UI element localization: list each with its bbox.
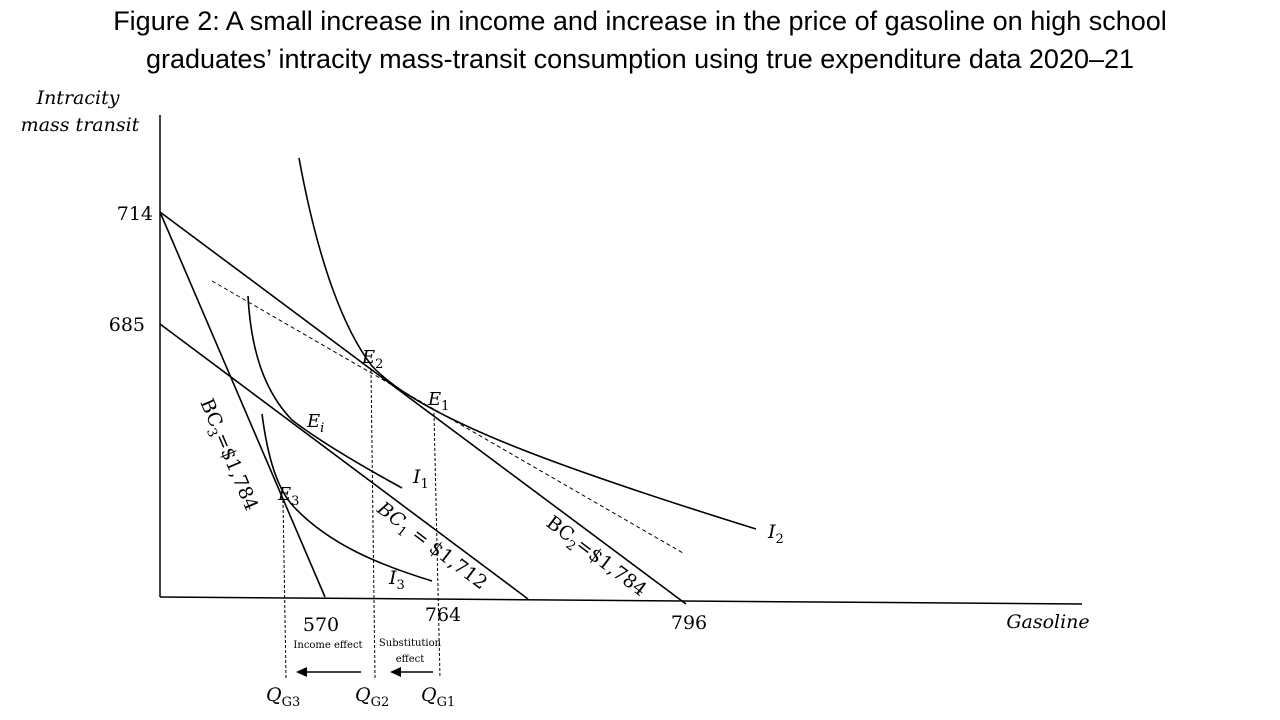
x-tick-764: 764 (425, 604, 461, 626)
quantity-qg1-label: QG1 (421, 684, 455, 710)
budget-line-bc2 (159, 211, 687, 605)
budget-bc3-label: BC3=$1,784 (192, 395, 263, 515)
drop-line-qg2 (370, 369, 376, 679)
income-effect-arrowhead (296, 667, 307, 677)
title-line-1: Figure 2: A small increase in income and… (113, 6, 1167, 36)
indifference-i3-label: I3 (388, 567, 405, 593)
x-tick-796: 796 (671, 612, 707, 634)
indifference-i1-label: I1 (412, 466, 429, 492)
substitution-effect-arrowhead (390, 667, 401, 677)
title-line-2: graduates’ intracity mass-transit consum… (145, 44, 1135, 74)
y-axis-label-line-1: Intracity (36, 87, 120, 109)
budget-line-bc3 (159, 211, 326, 598)
income-effect-label: Income effect (293, 640, 362, 651)
substitution-effect-label-line-1: Substitution (379, 638, 442, 649)
drop-line-qg3 (282, 499, 287, 679)
indifference-curve-i1 (247, 295, 403, 489)
figure-title: Figure 2: A small increase in income and… (0, 2, 1280, 78)
indifference-curve-i3 (261, 413, 433, 582)
indifference-i2-label: I2 (767, 521, 784, 547)
indifference-curve-i2 (298, 157, 757, 530)
quantity-qg2-label: QG2 (355, 684, 389, 710)
y-tick-685: 685 (109, 314, 145, 336)
y-tick-714: 714 (117, 203, 153, 225)
x-axis-label: Gasoline (1006, 611, 1089, 633)
budget-line-bc1 (159, 323, 529, 600)
equilibrium-e1-label: E1 (427, 389, 449, 414)
x-axis (159, 596, 1083, 605)
substitution-effect-label-line-2: effect (396, 654, 425, 665)
budget-bc2-label: BC2=$1,784 (540, 511, 651, 604)
x-tick-570: 570 (303, 614, 339, 636)
drop-line-qg1 (433, 412, 441, 679)
equilibrium-e3-label: E3 (277, 484, 299, 509)
y-axis-label-line-2: mass transit (21, 114, 140, 136)
equilibrium-e2-label: E2 (361, 347, 383, 372)
quantity-qg3-label: QG3 (266, 684, 300, 710)
equilibrium-ei-label: Ei (306, 411, 324, 436)
